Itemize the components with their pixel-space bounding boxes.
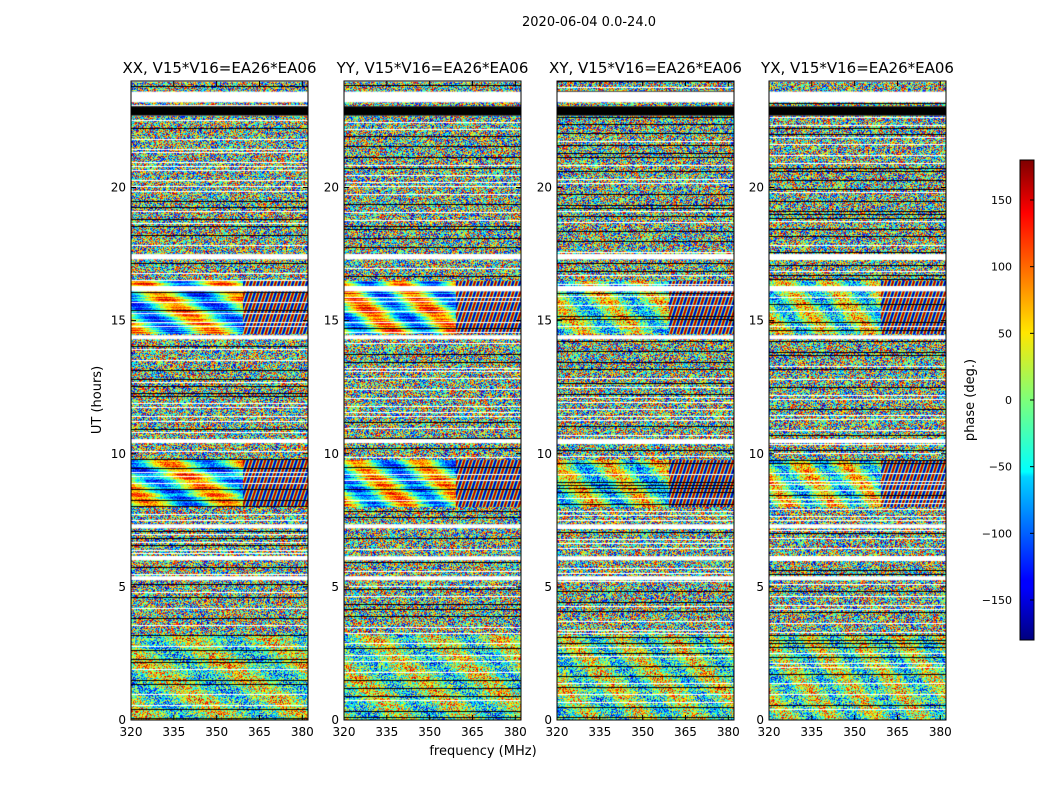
axes-frame (768, 80, 947, 721)
y-axis-label: UT (hours) (90, 366, 105, 434)
y-tick-label: 0 (756, 713, 764, 727)
panel-xx: XX, V15*V16=EA26*EA06 320 335 350 365 380 0 5 10… (111, 59, 317, 739)
axes-frame (130, 80, 309, 721)
panels-group: XX, V15*V16=EA26*EA06 320 335 350 365 380 0 5 10… (111, 59, 954, 739)
y-tick-label: 20 (324, 181, 339, 195)
x-tick-label: 380 (717, 725, 740, 739)
x-axis-label: frequency (MHz) (429, 744, 536, 759)
y-tick-label: 10 (749, 447, 764, 461)
y-tick-label: 20 (749, 181, 764, 195)
y-tick-label: 20 (111, 181, 126, 195)
x-tick-label: 365 (461, 725, 484, 739)
axes-frame (556, 80, 735, 721)
y-tick-label: 15 (324, 314, 339, 328)
colorbar-tick-label: −150 (982, 594, 1012, 607)
colorbar-tick-label: 50 (998, 327, 1012, 340)
y-tick-label: 5 (331, 580, 339, 594)
panel-xy: XY, V15*V16=EA26*EA06 320 335 350 365 380 0 5 10… (537, 59, 742, 739)
heatmap-image-xy (557, 81, 734, 720)
x-tick-label: 320 (758, 725, 781, 739)
y-tick-label: 0 (118, 713, 126, 727)
y-tick-label: 0 (331, 713, 339, 727)
colorbar-tick-label: 100 (991, 261, 1012, 274)
panel-title: YY, V15*V16=EA26*EA06 (336, 59, 529, 77)
x-tick-label: 365 (674, 725, 697, 739)
x-tick-label: 365 (248, 725, 271, 739)
x-tick-label: 335 (800, 725, 823, 739)
x-tick-label: 350 (205, 725, 228, 739)
colorbar-tick-label: 150 (991, 194, 1012, 207)
y-tick-label: 10 (537, 447, 552, 461)
x-tick-label: 320 (120, 725, 143, 739)
y-tick-label: 0 (544, 713, 552, 727)
heatmap-image-xx (131, 81, 308, 720)
x-tick-label: 320 (546, 725, 569, 739)
colorbar-tick-label: −100 (982, 527, 1012, 540)
y-tick-label: 5 (544, 580, 552, 594)
heatmap-image-yx (769, 81, 946, 720)
y-tick-label: 15 (749, 314, 764, 328)
x-tick-label: 365 (886, 725, 909, 739)
x-tick-label: 380 (504, 725, 527, 739)
panel-title: YX, V15*V16=EA26*EA06 (760, 59, 954, 77)
panel-title: XY, V15*V16=EA26*EA06 (549, 59, 742, 77)
colorbar-label: phase (deg.) (963, 359, 978, 441)
y-tick-label: 10 (324, 447, 339, 461)
x-tick-label: 335 (162, 725, 185, 739)
y-tick-label: 15 (537, 314, 552, 328)
colorbar-tick-label: −50 (989, 461, 1012, 474)
panel-yx: YX, V15*V16=EA26*EA06 320 335 350 365 380 0 5 10… (749, 59, 954, 739)
y-tick-label: 5 (118, 580, 126, 594)
axes-frame (343, 80, 522, 721)
colorbar-ticks: 150 100 50 0 −50 −100 −150 (982, 194, 1034, 607)
heatmap-image-yy (344, 81, 521, 720)
y-tick-label: 20 (537, 181, 552, 195)
panel-yy: YY, V15*V16=EA26*EA06 320 335 350 365 380 0 5 10… (324, 59, 529, 739)
colorbar: 150 100 50 0 −50 −100 −150 phase (deg.) (963, 159, 1035, 641)
figure-suptitle: 2020-06-04 0.0-24.0 (522, 15, 656, 30)
x-tick-label: 350 (631, 725, 654, 739)
x-tick-label: 335 (375, 725, 398, 739)
x-tick-label: 350 (418, 725, 441, 739)
colorbar-tick-label: 0 (1005, 394, 1012, 407)
y-tick-label: 10 (111, 447, 126, 461)
x-tick-label: 380 (291, 725, 314, 739)
x-tick-label: 350 (843, 725, 866, 739)
panel-title: XX, V15*V16=EA26*EA06 (122, 59, 316, 77)
x-tick-label: 380 (929, 725, 952, 739)
y-tick-label: 15 (111, 314, 126, 328)
x-tick-label: 335 (588, 725, 611, 739)
x-tick-label: 320 (333, 725, 356, 739)
y-tick-label: 5 (756, 580, 764, 594)
